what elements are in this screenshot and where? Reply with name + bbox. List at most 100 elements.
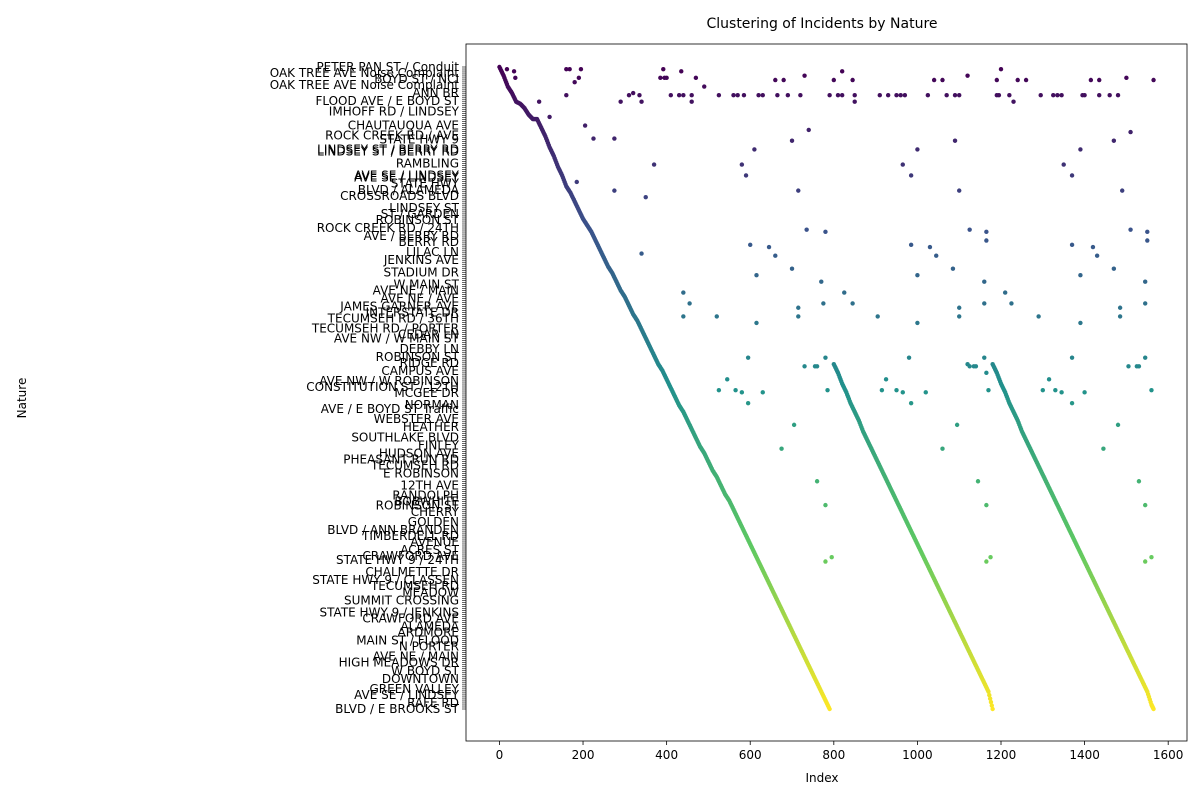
y-tick-label: TECUMSEH RD xyxy=(370,458,459,472)
y-tick-label: FLOOD AVE / E BOYD ST xyxy=(315,94,459,108)
data-point xyxy=(823,355,828,360)
data-point xyxy=(1069,173,1075,178)
data-point xyxy=(879,387,885,393)
data-point xyxy=(984,370,989,376)
data-point xyxy=(965,361,970,367)
data-point xyxy=(987,692,992,698)
data-point xyxy=(875,314,880,319)
y-tick-label: ROBINSON ST xyxy=(376,350,460,364)
data-point xyxy=(931,77,937,83)
data-point xyxy=(954,422,960,428)
data-point xyxy=(839,69,845,74)
data-point xyxy=(802,364,807,369)
data-point xyxy=(572,79,577,85)
y-tick-label: CHAUTAUQUA AVE xyxy=(348,118,459,132)
y-tick-label: AVE / E BOYD ST Traffic xyxy=(321,402,459,416)
data-point xyxy=(957,188,962,193)
data-point xyxy=(1061,162,1066,167)
y-tick-label: AVE SE / LINDSEY xyxy=(354,169,460,183)
data-point xyxy=(1145,238,1150,243)
data-point xyxy=(739,162,745,167)
data-point xyxy=(952,138,958,143)
data-point xyxy=(754,320,759,326)
data-point xyxy=(902,93,908,98)
data-point xyxy=(681,290,686,295)
data-point xyxy=(1117,305,1123,310)
data-point xyxy=(1143,559,1148,564)
data-point xyxy=(825,387,830,393)
data-point xyxy=(785,93,791,98)
y-tick-label: LINDSEY ST / BERRY RD xyxy=(317,143,459,157)
y-tick-label: OAK TREE AVE Noise Complaint xyxy=(270,78,460,92)
y-tick-label: E ROBINSON xyxy=(383,467,459,481)
data-point xyxy=(702,84,707,89)
data-point xyxy=(651,162,657,167)
data-point xyxy=(612,188,617,193)
data-point xyxy=(1090,244,1096,250)
data-point xyxy=(842,290,847,295)
data-point xyxy=(982,355,987,360)
data-point xyxy=(689,93,694,98)
plot-frame xyxy=(465,43,1188,742)
y-tick-label: W BOYD ST xyxy=(391,664,459,678)
data-point xyxy=(940,446,945,451)
y-tick-label: BLVD / E BROOKS ST xyxy=(335,702,459,716)
y-tick-label: BOBWHITE xyxy=(394,495,459,509)
data-point xyxy=(1151,77,1156,83)
data-point xyxy=(1143,355,1148,360)
data-point xyxy=(804,227,809,232)
data-point xyxy=(773,253,778,258)
y-tick-label: DEBBY LN xyxy=(400,342,459,356)
y-tick-label: AVE NE / MAIN xyxy=(373,650,459,664)
data-point xyxy=(661,66,666,72)
y-tick-label: LINDSEY ST xyxy=(389,201,459,215)
data-point xyxy=(630,90,636,96)
x-tick-label: 0 xyxy=(496,748,504,762)
y-tick-label: ROCK CREEK RD / 24TH xyxy=(317,221,459,235)
data-point xyxy=(990,706,995,712)
y-tick-label: BLVD / ALAMEDA xyxy=(358,183,460,197)
data-point xyxy=(829,554,834,560)
data-point xyxy=(564,93,569,98)
data-point xyxy=(915,273,920,278)
data-point xyxy=(582,123,588,128)
y-tick-label: ST / GARDEN xyxy=(381,207,459,221)
y-tick-label: NORMAN xyxy=(405,398,459,412)
y-tick-label: ROBINSON ST xyxy=(376,213,460,227)
y-tick-label: AVE NW / W MAIN ST xyxy=(334,332,460,346)
y-tick-label: STATE HWY 9 / CLASSEN xyxy=(312,573,459,587)
data-point xyxy=(965,73,970,78)
data-point xyxy=(1097,93,1102,98)
data-point xyxy=(821,301,826,306)
data-point xyxy=(984,559,989,564)
data-point xyxy=(1011,99,1016,104)
data-point xyxy=(885,93,891,98)
data-point xyxy=(643,194,648,200)
y-tick-label: 12TH AVE xyxy=(400,479,459,493)
y-tick-label: PHEASANT RUN RD xyxy=(343,452,459,466)
data-point xyxy=(1088,77,1094,83)
data-point xyxy=(988,554,993,560)
data-point xyxy=(894,387,899,393)
y-tick-label: IMHOFF RD / LINDSEY xyxy=(329,104,460,118)
y-tick-label: TECUMSEH RD / PORTER xyxy=(311,322,459,336)
y-tick-label: WEBSTER AVE xyxy=(374,412,459,426)
data-point xyxy=(567,66,572,72)
data-point xyxy=(1115,93,1121,98)
data-point xyxy=(989,703,995,708)
data-point xyxy=(996,93,1002,98)
data-point xyxy=(908,173,914,178)
data-point xyxy=(986,387,991,393)
data-point xyxy=(1143,301,1148,306)
y-tick-label: GOLDEN xyxy=(408,515,459,529)
data-point xyxy=(1036,314,1041,319)
y-tick-label: TECUMSEH RD / 36TH xyxy=(327,312,459,326)
data-point xyxy=(748,242,753,248)
y-tick-label: BERRY RD xyxy=(399,235,459,249)
data-point xyxy=(796,305,801,310)
y-tick-label: FINLEY xyxy=(418,438,460,452)
data-point xyxy=(1120,188,1125,193)
data-point xyxy=(679,69,684,74)
data-point xyxy=(731,93,736,98)
y-tick-label: SOUTHLAKE BLVD xyxy=(351,430,459,444)
